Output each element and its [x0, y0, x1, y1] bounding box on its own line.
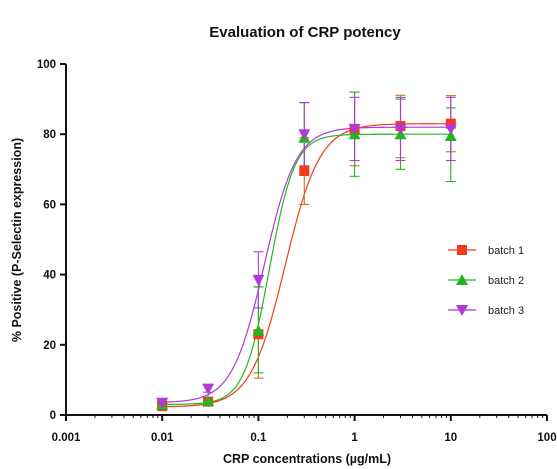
x-tick-label: 0.01: [151, 432, 174, 444]
y-tick-label: 80: [43, 129, 56, 141]
data-point-batch-2: [444, 129, 457, 141]
legend-marker: [456, 274, 468, 285]
y-tick-label: 100: [37, 59, 56, 71]
y-tick-label: 0: [50, 410, 56, 422]
data-point-batch-3: [444, 123, 457, 135]
data-point-batch-2: [252, 324, 265, 336]
x-tick-label: 100: [537, 432, 556, 444]
legend-marker: [456, 305, 468, 316]
data-point-batch-3: [348, 123, 361, 135]
chart-title: Evaluation of CRP potency: [209, 24, 401, 41]
data-point-batch-1: [445, 118, 456, 129]
x-tick-label: 10: [444, 432, 457, 444]
legend-marker: [457, 245, 467, 255]
x-tick-label: 1: [351, 432, 358, 444]
data-markers: [156, 118, 457, 412]
data-point-batch-3: [156, 397, 169, 409]
data-point-batch-3: [202, 383, 215, 395]
y-axis-title: % Positive (P-Selectin expression): [10, 138, 24, 342]
data-point-batch-3: [298, 129, 311, 141]
legend-label: batch 2: [488, 275, 524, 287]
x-axis-title: CRP concentrations (µg/mL): [223, 452, 391, 466]
y-tick-label: 20: [43, 340, 56, 352]
legend-label: batch 1: [488, 245, 524, 257]
legend-label: batch 3: [488, 305, 524, 317]
y-tick-label: 60: [43, 199, 56, 211]
x-tick-label: 0.001: [52, 432, 81, 444]
axes: 0.001 0.01 0.1 1 10 100 0 20 40 60 80 100: [37, 59, 557, 444]
x-tick-label: 0.1: [250, 432, 267, 444]
y-tick-label: 40: [43, 270, 56, 282]
legend: batch 1 batch 2 batch 3: [448, 245, 524, 317]
data-point-batch-1: [299, 166, 310, 177]
data-point-batch-3: [252, 274, 265, 286]
data-point-batch-2: [202, 394, 215, 406]
data-point-batch-3: [394, 123, 407, 135]
